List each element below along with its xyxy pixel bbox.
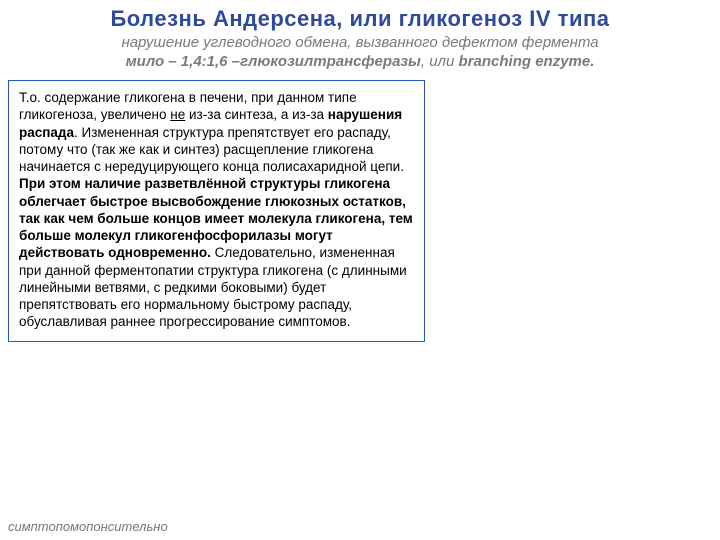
cutoff-text: симптопомопонсительно [8, 519, 168, 534]
subtitle: нарушение углеводного обмена, вызванного… [0, 34, 720, 72]
subtitle-english: branching enzyme. [459, 53, 595, 70]
info-textbox: Т.о. содержание гликогена в печени, при … [8, 80, 425, 342]
tb-t3: . Измененная структура препятствует его … [19, 125, 404, 175]
subtitle-line1: нарушение углеводного обмена, вызванного… [121, 34, 598, 51]
subtitle-enzyme: мило – 1,4:1,6 –глюкозилтрансферазы [126, 53, 421, 70]
subtitle-sep: , или [421, 53, 459, 70]
page-title: Болезнь Андерсена, или гликогеноз IV тип… [0, 6, 720, 32]
tb-t2: из-за синтеза, а из-за [185, 107, 328, 122]
tb-underline: не [170, 107, 185, 122]
